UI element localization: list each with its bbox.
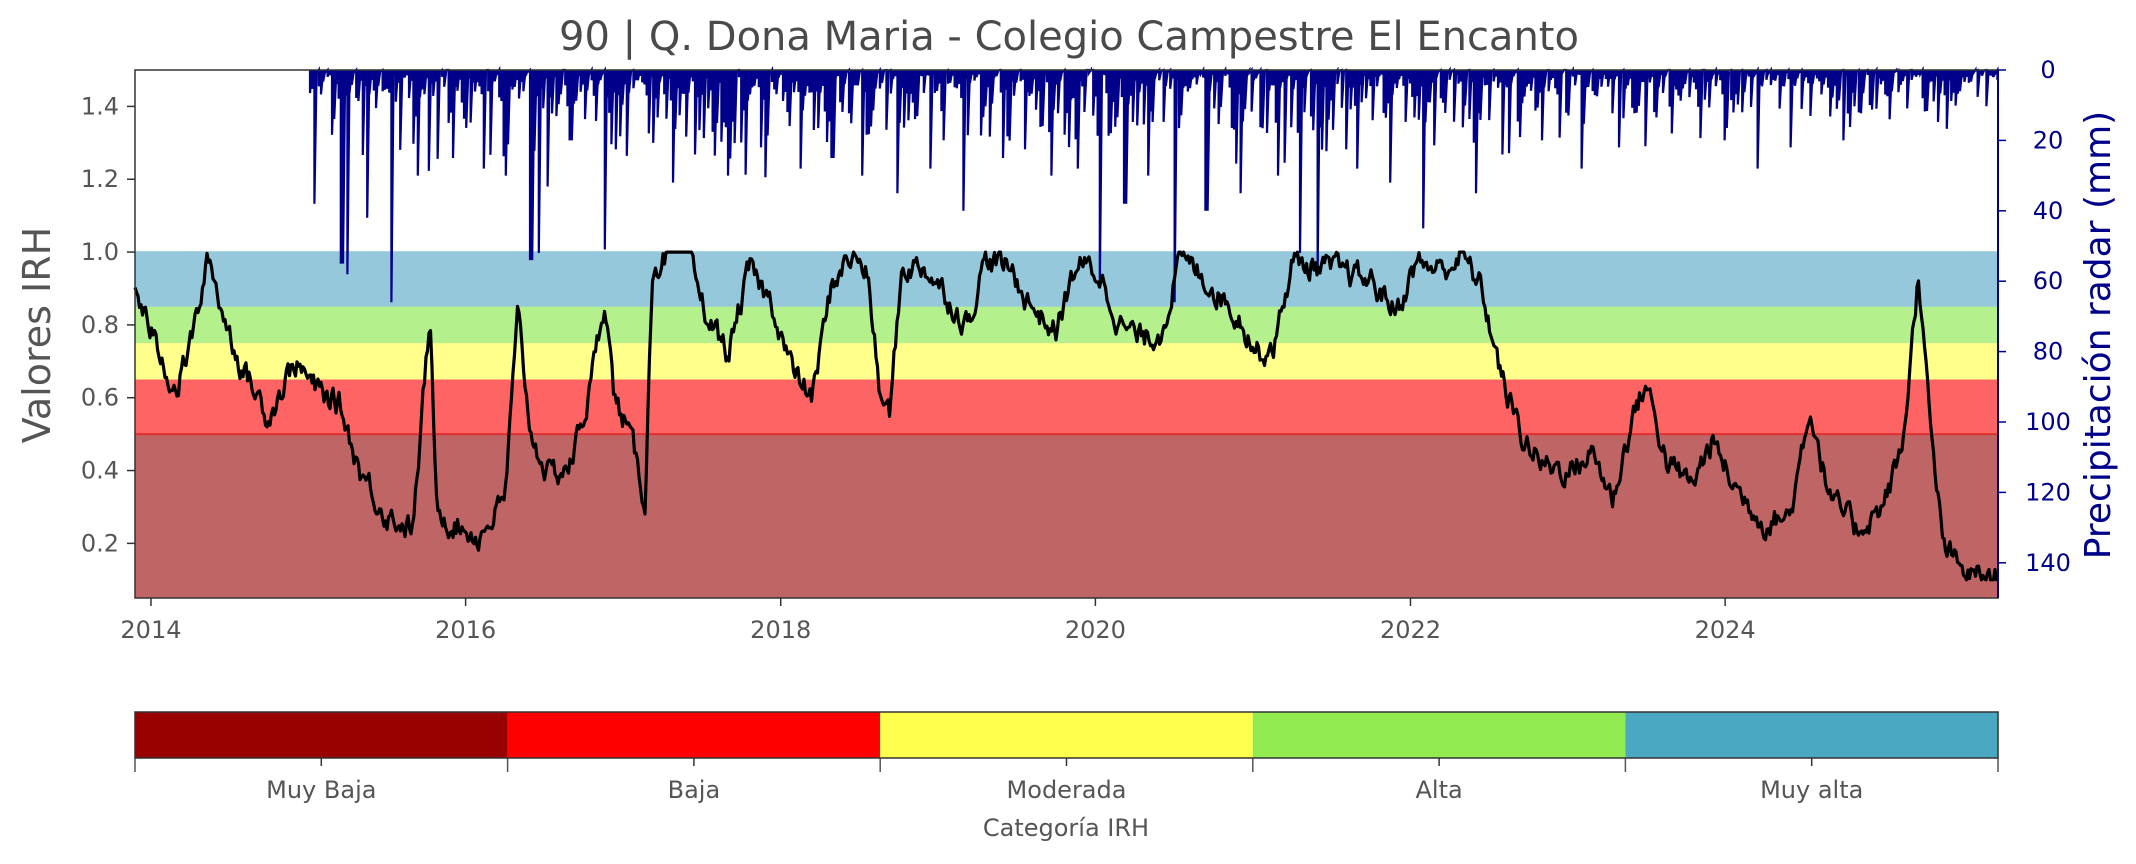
band-muy-baja — [135, 434, 1998, 598]
y-axis-label: Valores IRH — [15, 227, 59, 443]
y2-tick-label: 60 — [2033, 267, 2064, 295]
irh-colorbar: Muy Baja Baja Moderada Alta Muy alta — [134, 711, 1999, 804]
y-tick-label: 0.4 — [81, 457, 119, 485]
y-axis-right: 0 20 40 60 80 100 120 140 — [1998, 56, 2071, 577]
y2-tick-label: 120 — [2025, 478, 2071, 506]
y-axis-left: 0.2 0.4 0.6 0.8 1.0 1.2 1.4 — [81, 92, 135, 557]
band-alta — [135, 306, 1998, 344]
colorbar-label-item: Muy Baja — [266, 776, 376, 804]
irh-category-bands — [135, 251, 1998, 598]
y-tick-label: 0.8 — [81, 311, 119, 339]
colorbar-segment-muy-baja — [135, 712, 508, 758]
y2-tick-label: 140 — [2025, 549, 2071, 577]
x-tick-label: 2014 — [120, 616, 181, 644]
y2-tick-label: 40 — [2033, 197, 2064, 225]
x-tick-label: 2024 — [1695, 616, 1756, 644]
band-baja — [135, 379, 1998, 435]
irh-line — [133, 250, 1999, 582]
y2-tick-label: 20 — [2033, 126, 2064, 154]
y2-tick-label: 100 — [2025, 408, 2071, 436]
irh-series — [133, 250, 1999, 582]
x-tick-label: 2020 — [1065, 616, 1126, 644]
x-tick-label: 2018 — [750, 616, 811, 644]
colorbar-segment-moderada — [880, 712, 1253, 758]
colorbar-segment-alta — [1252, 712, 1626, 758]
y-tick-label: 0.2 — [81, 529, 119, 557]
colorbar-label: Categoría IRH — [983, 814, 1149, 842]
colorbar-segment-baja — [507, 712, 881, 758]
x-axis: 2014 2016 2018 2020 2022 2024 — [120, 598, 1756, 644]
x-tick-label: 2022 — [1380, 616, 1441, 644]
chart-title: 90 | Q. Dona Maria - Colegio Campestre E… — [559, 14, 1579, 60]
y2-tick-label: 0 — [2040, 56, 2055, 84]
y2-axis-label: Precipitación radar (mm) — [2078, 111, 2119, 559]
colorbar-border — [134, 711, 1999, 759]
colorbar-label-item: Muy alta — [1760, 776, 1863, 804]
colorbar-label-item: Alta — [1415, 776, 1462, 804]
y2-tick-label: 80 — [2033, 338, 2064, 366]
y-tick-label: 1.0 — [81, 238, 119, 266]
colorbar-label-item: Baja — [668, 776, 721, 804]
band-moderada — [135, 343, 1998, 380]
y-tick-label: 0.6 — [81, 384, 119, 412]
x-tick-label: 2016 — [435, 616, 496, 644]
colorbar-segment-muy-alta — [1625, 712, 1998, 758]
y-tick-label: 1.4 — [81, 92, 119, 120]
plot-frame — [134, 69, 1999, 599]
y-tick-label: 1.2 — [81, 165, 119, 193]
colorbar-label-item: Moderada — [1007, 776, 1127, 804]
